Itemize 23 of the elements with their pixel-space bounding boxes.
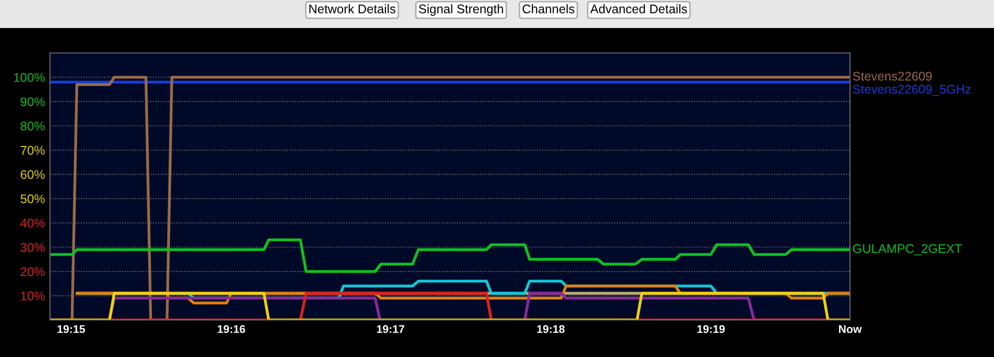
x-tick-label: 19:15 [58, 325, 86, 334]
y-tick-label: 90% [20, 97, 45, 106]
y-tick-label: 40% [20, 218, 45, 228]
y-tick-label: 50% [20, 194, 45, 204]
x-tick-label: 19:18 [537, 325, 565, 334]
y-tick-label: 80% [20, 122, 45, 130]
x-tick-label: 19:19 [697, 325, 725, 334]
y-tick-label: 20% [20, 267, 45, 276]
y-tick-label: 70% [20, 146, 45, 155]
x-tick-label: 19:16 [218, 325, 246, 334]
y-tick-label: 10% [21, 292, 45, 300]
text: Network Details [309, 4, 396, 14]
text: Advanced Details [590, 4, 687, 14]
series-label: Stevens22609 [852, 72, 932, 81]
x-tick-label: 19:17 [377, 325, 404, 334]
series-label: Stevens22609_5GHz [852, 84, 971, 96]
text: Channels [522, 4, 574, 14]
text: Signal Strength [418, 4, 504, 16]
x-tick-label: Now [839, 325, 862, 334]
y-tick-label: 100% [14, 73, 45, 82]
y-tick-label: 60% [20, 170, 45, 180]
y-tick-label: 30% [20, 242, 45, 252]
series-label: GULAMPC_2GEXT [853, 244, 962, 256]
